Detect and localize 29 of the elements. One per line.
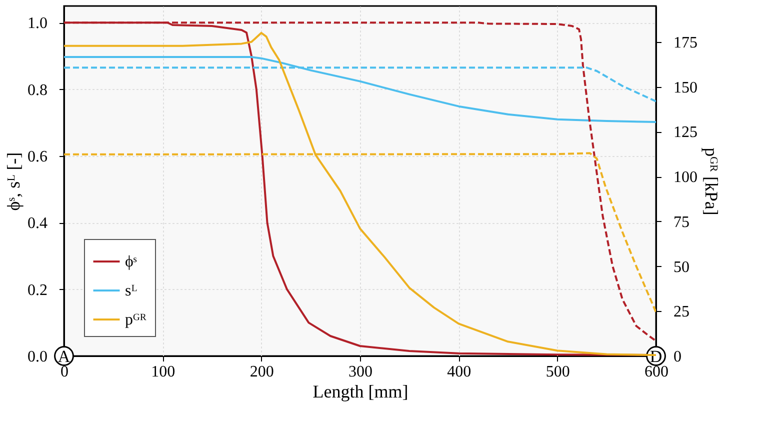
x-tick-label: 500 [546,364,570,380]
x-axis-title: Length [mm] [312,382,408,402]
y-tick-label: 0.8 [28,82,48,99]
x-tick-label: 600 [644,364,668,380]
legend-label: ϕˢ [125,254,138,270]
y-tick-label: 0.4 [28,215,48,232]
y2-tick-label: 125 [674,124,698,142]
y2-tick-label: 0 [674,348,682,366]
y-tick-label: 0.6 [28,148,48,166]
y-tick-label: 0.0 [28,348,48,366]
y2-axis-title: pᴳᴿ [kPa] [702,148,722,216]
y2-tick-label: 25 [674,304,690,321]
x-tick-label: 0 [60,364,68,380]
y-axis-title: ϕˢ, sᴸ [-] [4,152,24,211]
x-tick-label: 200 [250,364,274,380]
y2-tick-label: 175 [674,34,698,52]
y2-tick-label: 150 [674,79,698,96]
y-tick-label: 0.2 [28,282,48,299]
y-tick-label: 1.0 [28,15,48,32]
x-tick-label: 300 [348,364,372,380]
x-tick-label: 100 [151,364,176,380]
x-tick-label: 400 [447,364,472,380]
y2-tick-label: 100 [674,169,698,186]
annotation: A [58,347,71,366]
legend-label: pᴳᴿ [125,312,147,328]
y2-tick-label: 75 [674,214,690,231]
legend-label: sᴸ [125,282,138,300]
y2-tick-label: 50 [674,258,690,276]
line-series [64,56,656,123]
